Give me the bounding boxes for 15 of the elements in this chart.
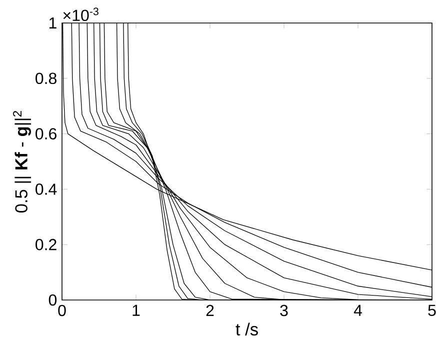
x-tick-label: 3	[280, 304, 288, 316]
y-tick-label: 0.6	[36, 128, 56, 140]
x-tick-label: 5	[428, 304, 436, 316]
x-tick-label: 0	[58, 304, 66, 316]
y-tick-label: 0.4	[36, 184, 57, 195]
y-tick-label: 1	[49, 18, 56, 28]
y-tick-label: 0.8	[36, 72, 56, 84]
x-tick-label: 4	[354, 304, 362, 316]
x-tick-label: 2	[206, 304, 214, 316]
x-tick-label: 1	[132, 304, 140, 316]
y-axis-title: 0.5 || Kf - g||$^{2}$	[13, 111, 31, 213]
x-axis-title: t /s	[236, 322, 258, 336]
y-tick-label: 0.2	[36, 238, 56, 250]
y-tick-label: 0	[48, 294, 57, 306]
text: ×10$^{-3}$	[63, 8, 98, 22]
